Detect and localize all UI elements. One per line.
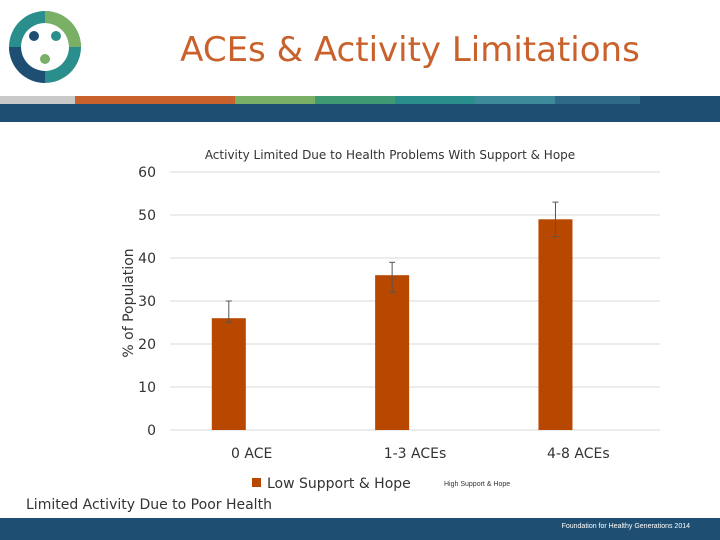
header-band — [0, 104, 720, 122]
legend-swatch-low — [252, 478, 261, 487]
footer-text: Foundation for Healthy Generations 2014 — [561, 523, 690, 530]
bar — [211, 318, 246, 430]
y-tick-label: 40 — [138, 251, 156, 267]
x-tick-label: 4-8 ACEs — [547, 446, 610, 462]
x-tick-label: 1-3 ACEs — [384, 446, 447, 462]
y-tick-label: 0 — [147, 423, 156, 439]
bar — [375, 275, 410, 430]
color-stripe — [0, 96, 720, 104]
slide-title: ACEs & Activity Limitations — [180, 30, 640, 70]
legend-label-low: Low Support & Hope — [267, 476, 411, 492]
y-tick-label: 50 — [138, 208, 156, 224]
y-tick-label: 30 — [138, 294, 156, 310]
y-tick-label: 60 — [138, 165, 156, 181]
y-tick-label: 10 — [138, 380, 156, 396]
chart-title: Activity Limited Due to Health Problems … — [205, 148, 575, 162]
logo — [9, 11, 81, 83]
bar — [538, 219, 573, 430]
footer-bar: Foundation for Healthy Generations 2014 — [0, 518, 720, 540]
legend-label-high: High Support & Hope — [444, 481, 510, 488]
y-tick-label: 20 — [138, 337, 156, 353]
caption: Limited Activity Due to Poor Health — [26, 497, 272, 513]
x-tick-label: 0 ACE — [231, 446, 272, 462]
y-axis-label: % of Population — [121, 248, 137, 357]
bar-chart: Activity Limited Due to Health Problems … — [121, 148, 660, 492]
